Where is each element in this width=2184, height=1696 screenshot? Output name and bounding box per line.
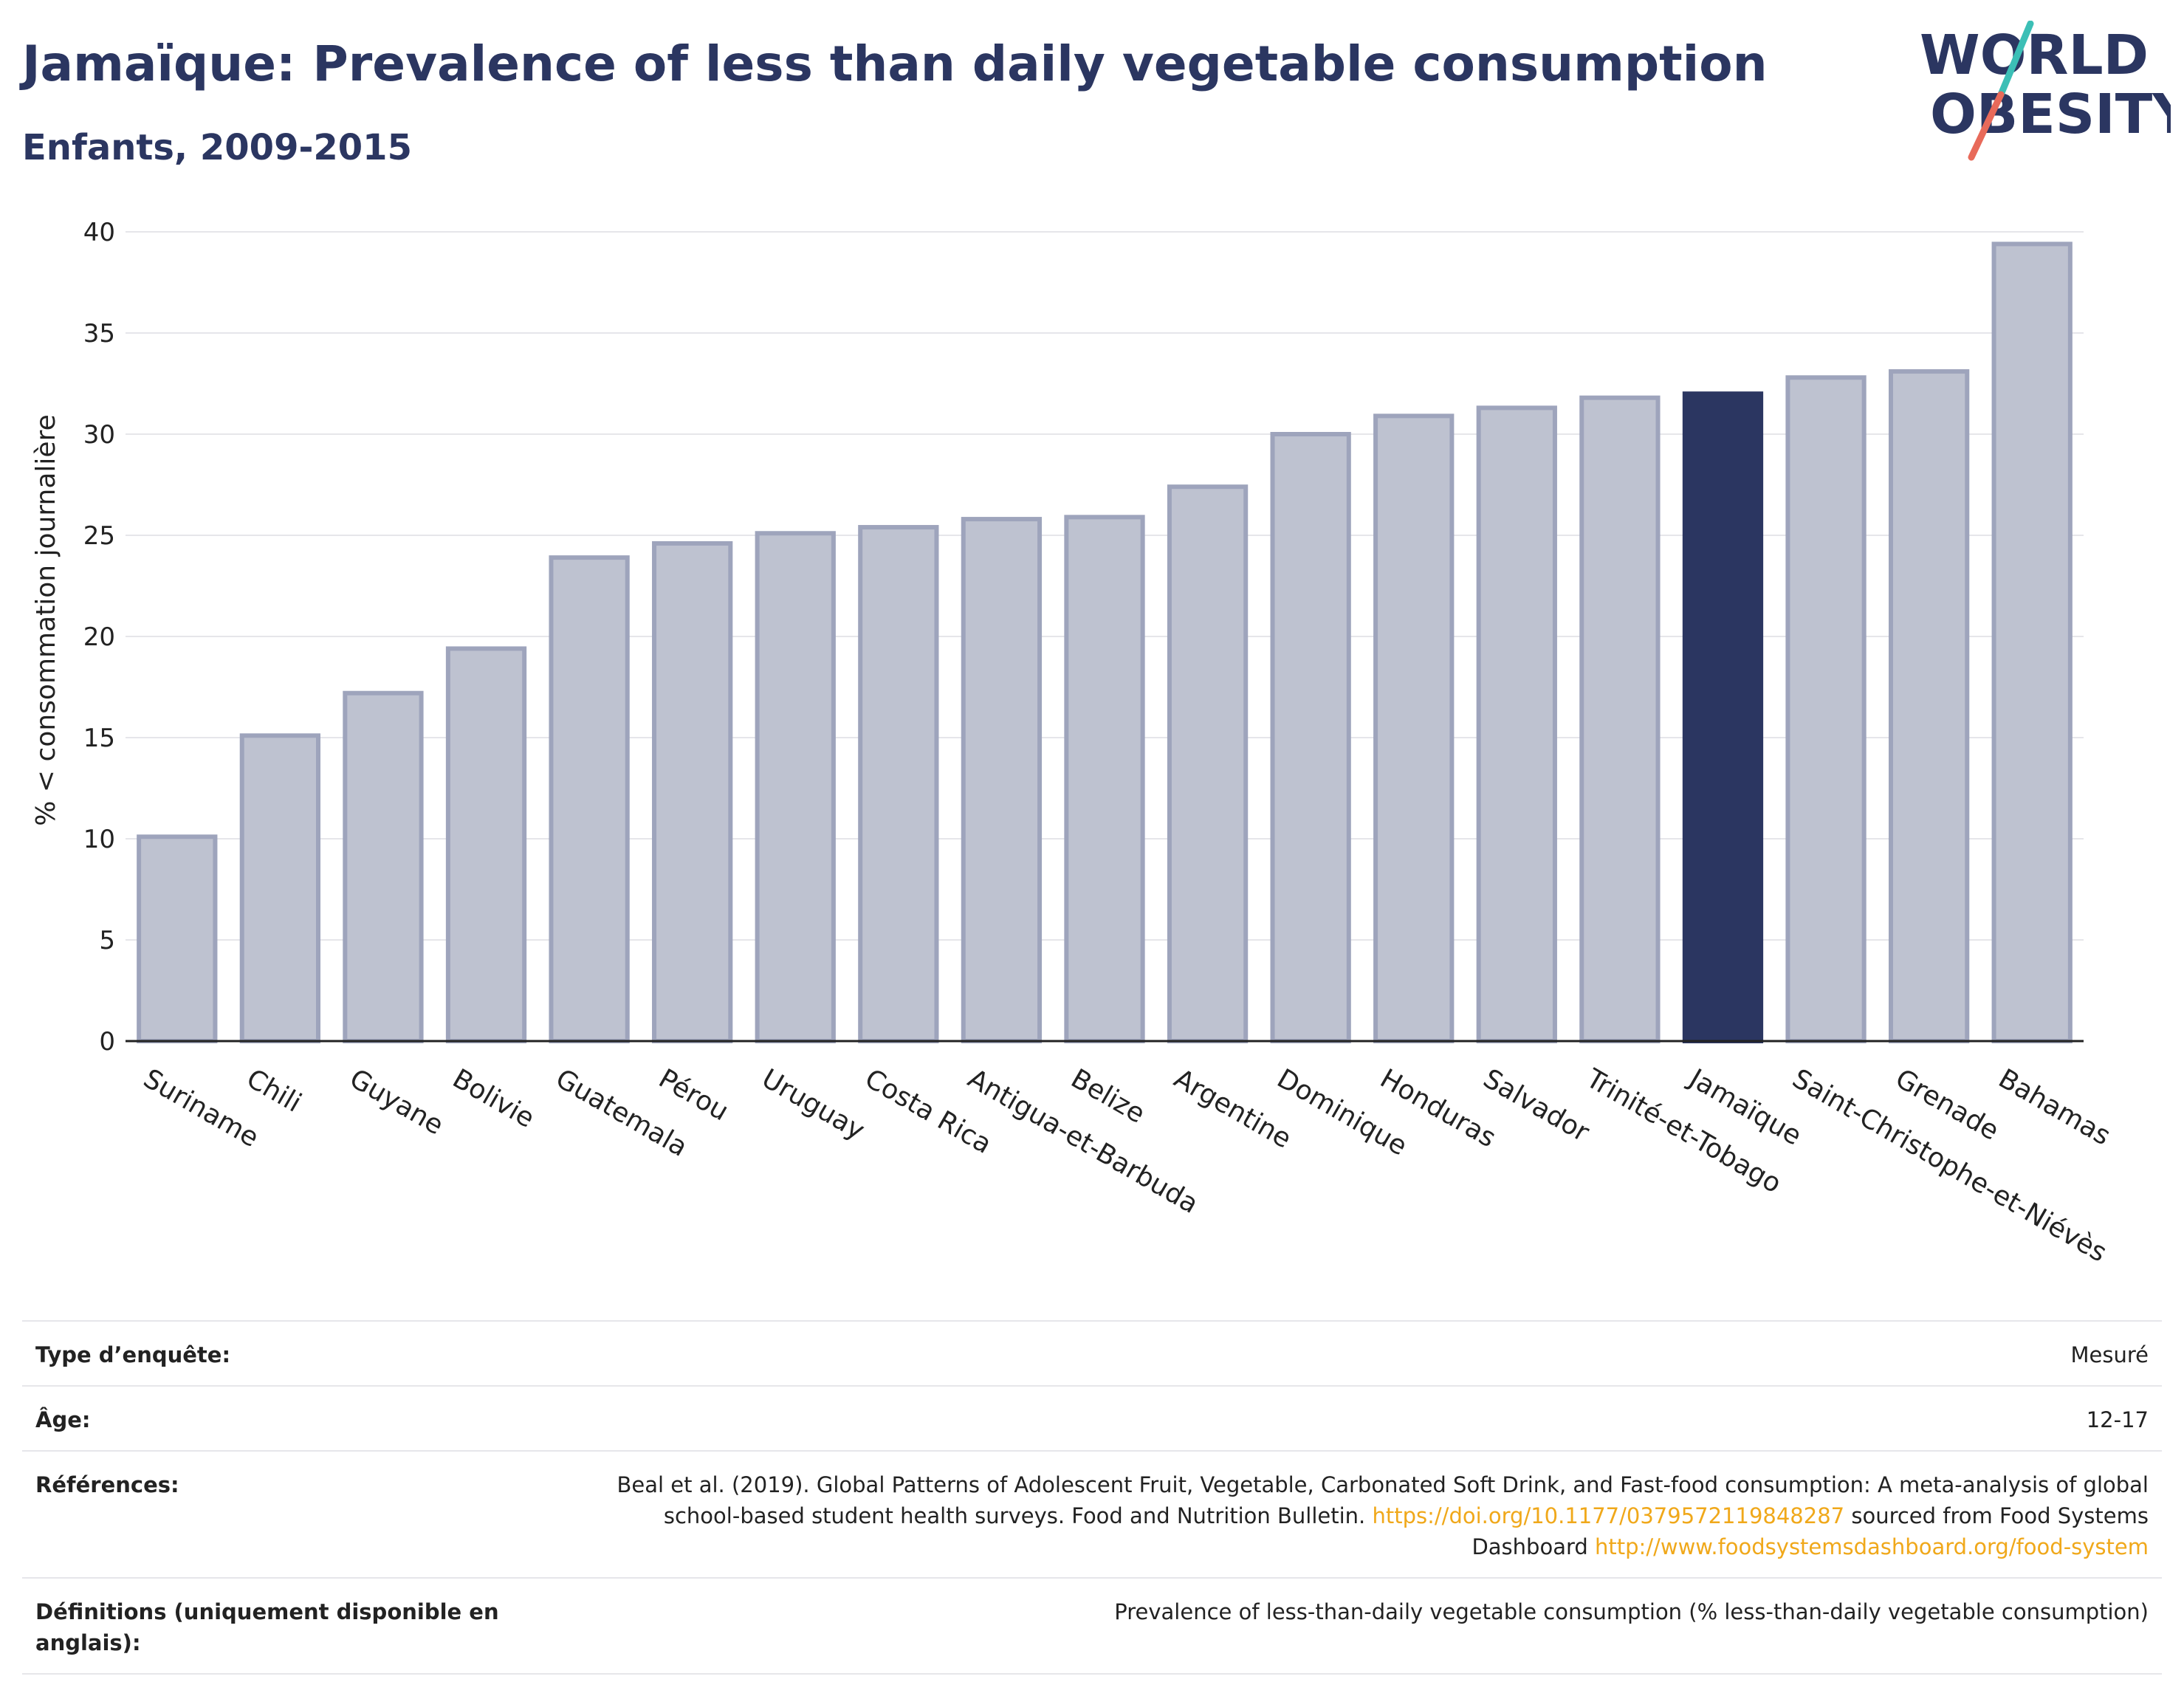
survey-type-label: Type d’enquête:	[35, 1342, 231, 1367]
y-axis-label: % < consommation journalière	[31, 414, 61, 825]
bar-chart: 0 5 10 15 20 25 30 35 40 % < consommation journa…	[31, 218, 2115, 1268]
age-label: Âge:	[35, 1407, 91, 1432]
bar-uruguay	[755, 531, 836, 1043]
world-obesity-logo: WORLD OBESITY	[1920, 21, 2171, 161]
meta-row-references: Références: Beal et al. (2019). Global P…	[22, 1450, 2162, 1577]
x-tick-label: Uruguay	[757, 1063, 870, 1146]
bar-suriname	[137, 834, 218, 1043]
x-tick-label: Guyane	[344, 1063, 448, 1141]
bar-p-rou	[652, 540, 733, 1043]
x-tick-label: Belize	[1066, 1063, 1150, 1129]
y-tick-label: 35	[83, 319, 115, 349]
bar-grenade	[1888, 369, 1970, 1043]
age-value: 12-17	[2086, 1407, 2149, 1432]
bar-saint-christophe-et-ni-v-s	[1785, 375, 1867, 1043]
references-label: Références:	[35, 1472, 179, 1497]
bar-guyane	[343, 690, 424, 1043]
bar-salvador	[1476, 405, 1557, 1043]
bar-jama-que	[1682, 391, 1764, 1043]
y-tick-label: 10	[83, 825, 115, 854]
bar-bolivie	[445, 646, 527, 1043]
references-mid: sourced from Food Systems Dashboard	[1472, 1503, 2149, 1559]
meta-row-age: Âge: 12-17	[22, 1385, 2162, 1450]
doi-link[interactable]: https://doi.org/10.1177/0379572119848287	[1372, 1503, 1845, 1528]
y-axis-ticks: 0 5 10 15 20 25 30 35 40	[83, 218, 115, 1057]
x-tick-label: Bahamas	[1994, 1063, 2116, 1151]
bar-costa-rica	[858, 525, 939, 1044]
logo-line-obesity: OBESITY	[1930, 83, 2171, 146]
x-tick-label: Suriname	[138, 1063, 264, 1153]
y-tick-label: 20	[83, 622, 115, 652]
y-tick-label: 0	[99, 1027, 115, 1057]
bars	[137, 241, 2073, 1044]
x-tick-label: Chili	[241, 1063, 306, 1118]
survey-type-value: Mesuré	[2070, 1342, 2149, 1367]
bar-honduras	[1373, 413, 1455, 1043]
bar-dominique	[1270, 432, 1351, 1043]
x-tick-label: Trinité-et-Tobago	[1581, 1063, 1787, 1200]
bar-belize	[1064, 515, 1145, 1043]
bar-trinit-et-tobago	[1579, 395, 1661, 1043]
y-tick-label: 30	[83, 420, 115, 450]
chart-subtitle: Enfants, 2009-2015	[22, 127, 412, 168]
logo-slash-top	[1997, 21, 2034, 98]
meta-row-survey-type: Type d’enquête: Mesuré	[22, 1320, 2162, 1385]
x-tick-label: Bolivie	[447, 1063, 540, 1134]
y-tick-label: 5	[99, 926, 115, 955]
bar-chili	[239, 733, 321, 1043]
chart-title: Jamaïque: Prevalence of less than daily …	[22, 35, 1768, 92]
definitions-label: Définitions (uniquement disponible en an…	[35, 1599, 499, 1655]
bar-bahamas	[1991, 241, 2073, 1044]
y-tick-label: 25	[83, 521, 115, 551]
y-tick-label: 15	[83, 724, 115, 753]
bar-guatemala	[549, 555, 630, 1043]
x-tick-label: Argentine	[1169, 1063, 1297, 1154]
logo-line-world: WORLD	[1920, 24, 2149, 87]
definitions-value: Prevalence of less-than-daily vegetable …	[1114, 1599, 2149, 1624]
y-tick-label: 40	[83, 218, 115, 247]
logo-slash-bottom	[1968, 91, 2005, 161]
bar-argentine	[1167, 484, 1249, 1043]
metadata-table: Type d’enquête: Mesuré Âge: 12-17 Référe…	[22, 1320, 2162, 1675]
x-tick-label: Pérou	[653, 1063, 733, 1127]
references-value: Beal et al. (2019). Global Patterns of A…	[583, 1469, 2149, 1562]
bar-antigua-et-barbuda	[961, 517, 1043, 1043]
references-text: Beal et al. (2019). Global Patterns of A…	[617, 1472, 2149, 1528]
food-systems-link[interactable]: http://www.foodsystemsdashboard.org/food…	[1595, 1534, 2149, 1559]
meta-row-definitions: Définitions (uniquement disponible en an…	[22, 1577, 2162, 1675]
